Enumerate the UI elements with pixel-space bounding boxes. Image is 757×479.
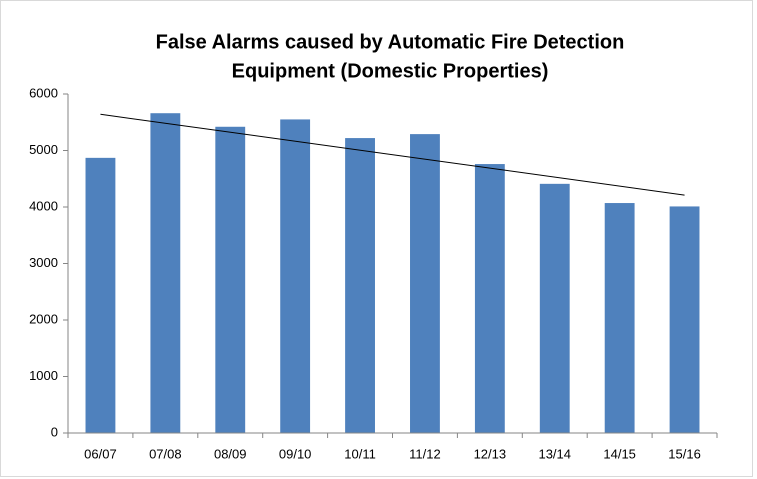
y-tick-label: 3000 xyxy=(29,255,58,270)
bar xyxy=(410,134,440,434)
x-tick-label: 12/13 xyxy=(474,446,507,461)
bar xyxy=(539,183,570,433)
x-tick-label: 06/07 xyxy=(84,446,117,461)
y-tick-label: 1000 xyxy=(29,368,58,383)
y-tick-label: 6000 xyxy=(29,85,58,100)
x-tick-label: 07/08 xyxy=(149,446,182,461)
x-tick-label: 08/09 xyxy=(214,446,247,461)
bar xyxy=(604,203,635,433)
y-tick-label: 4000 xyxy=(29,198,58,213)
bar xyxy=(345,138,375,433)
x-tick-label: 11/12 xyxy=(409,446,441,461)
chart-title: False Alarms caused by Automatic Fire De… xyxy=(156,31,625,53)
trendline xyxy=(100,113,685,196)
bar xyxy=(215,126,246,434)
x-tick-label: 10/11 xyxy=(344,446,376,461)
x-tick-label: 14/15 xyxy=(603,446,636,461)
bar xyxy=(85,157,116,433)
y-tick-label: 0 xyxy=(51,424,58,439)
y-tick-label: 2000 xyxy=(29,311,58,326)
bar xyxy=(669,206,700,433)
x-tick-label: 15/16 xyxy=(668,446,701,461)
y-tick-label: 5000 xyxy=(29,142,58,157)
x-tick-label: 13/14 xyxy=(538,446,571,461)
bar xyxy=(280,119,311,434)
bar xyxy=(474,164,505,433)
bar xyxy=(150,113,181,434)
x-tick-label: 09/10 xyxy=(279,446,312,461)
chart-title: Equipment (Domestic Properties) xyxy=(232,60,549,82)
